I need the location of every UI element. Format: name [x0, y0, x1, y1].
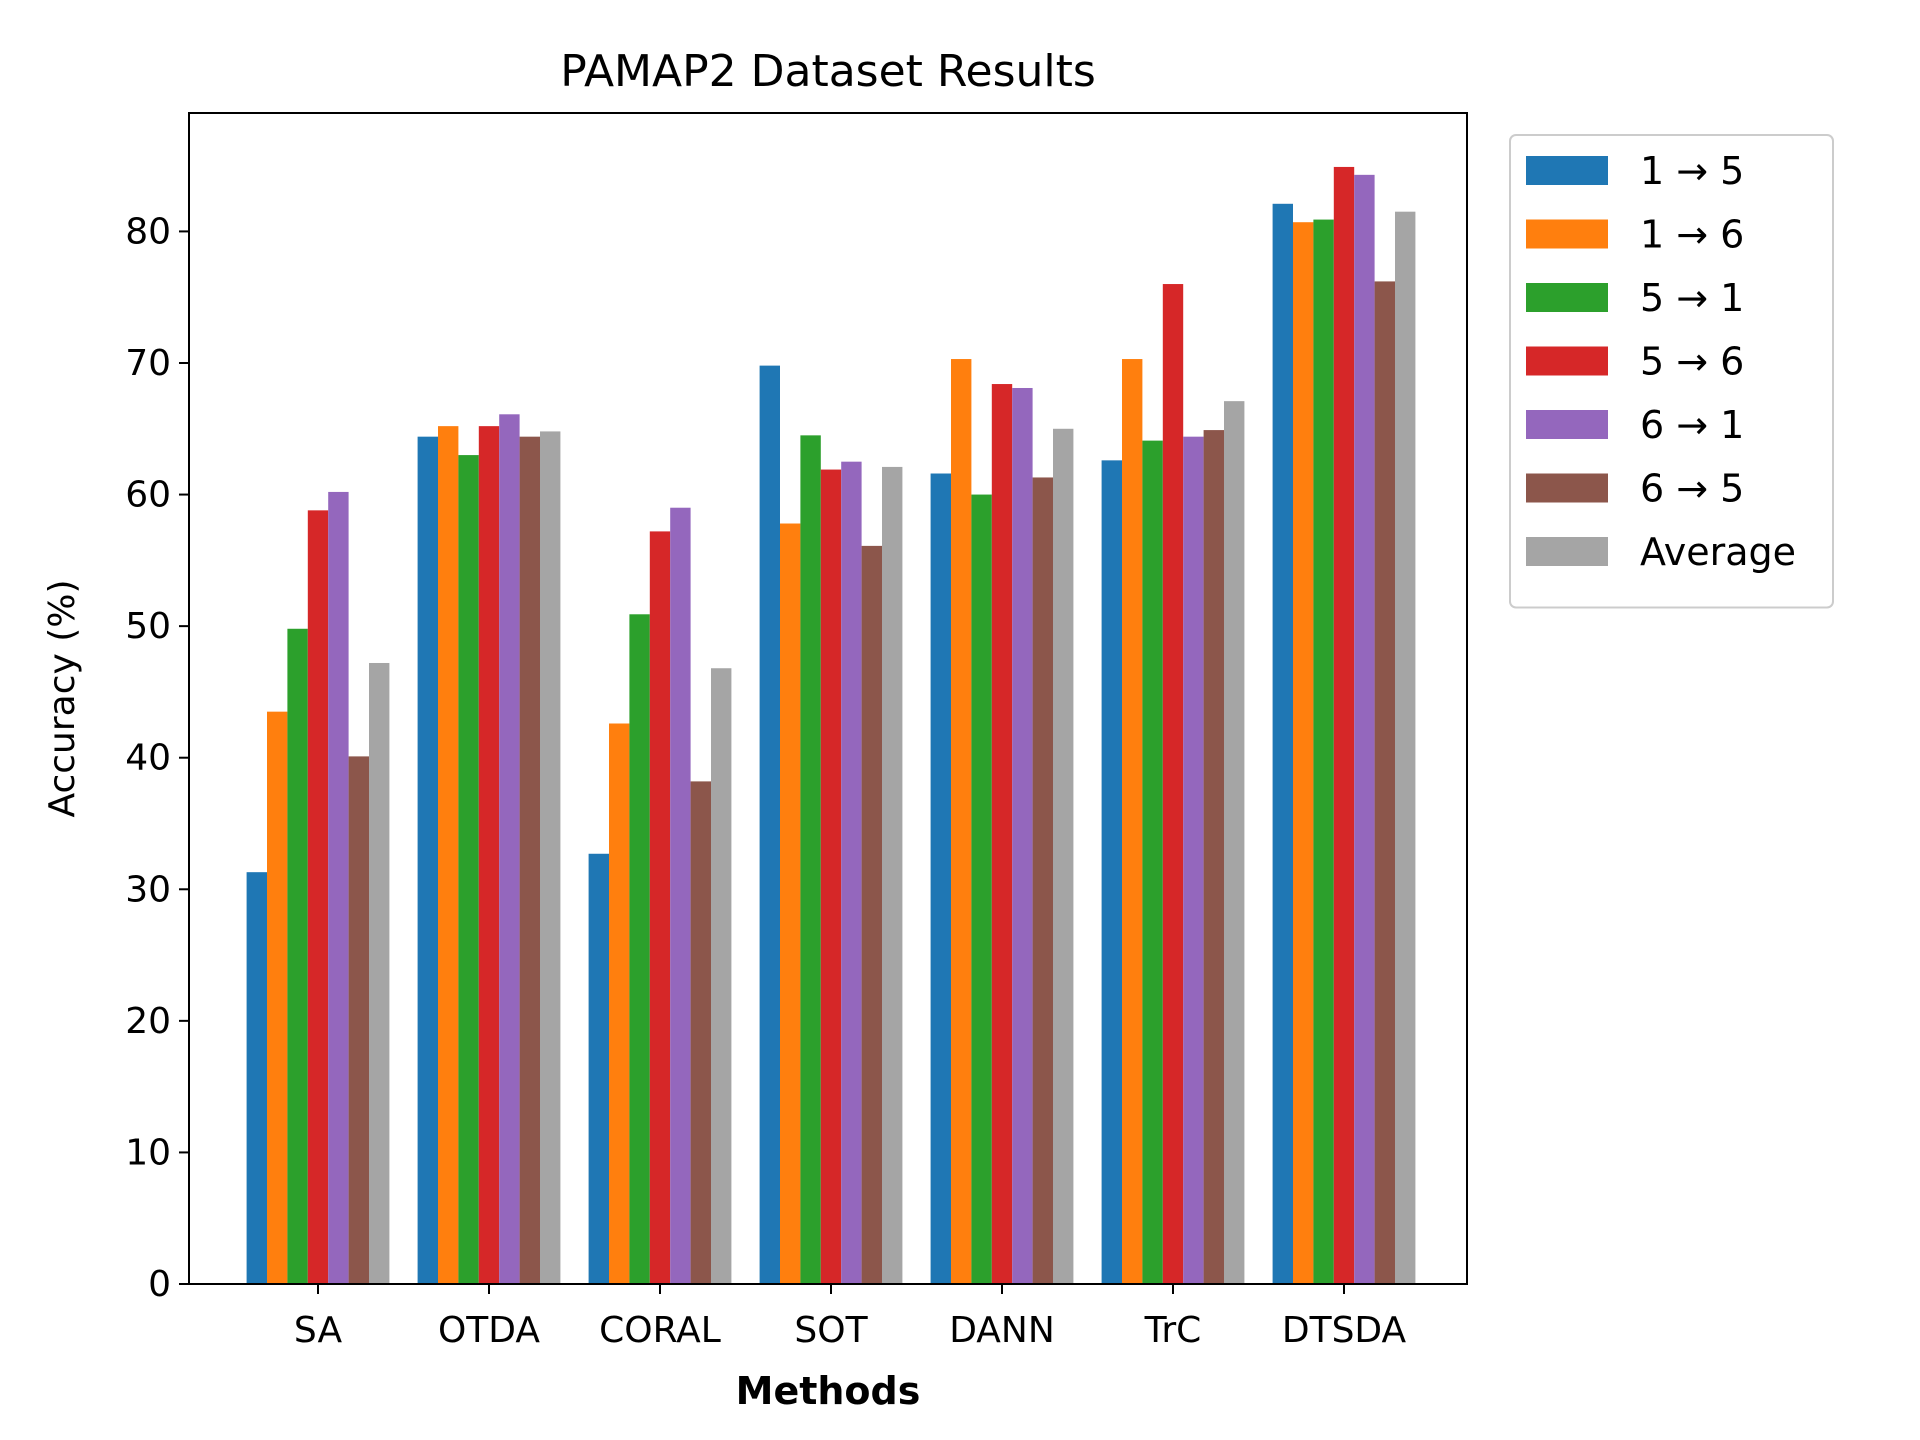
legend-swatch-5: [1526, 473, 1608, 503]
legend-swatch-3: [1526, 346, 1608, 376]
bar-dann-series-0: [930, 473, 951, 1284]
x-axis: SA OTDA CORAL SOT DANN TrC DTSDA: [294, 1284, 1407, 1351]
bar-trc-series-0: [1101, 460, 1122, 1285]
bar-sa-series-6: [369, 662, 390, 1284]
legend-label-4: 6 → 1: [1640, 403, 1744, 447]
x-tick-label-dann: DANN: [949, 1310, 1055, 1351]
y-tick-label: 0: [148, 1264, 171, 1305]
y-axis: 0 10 20 30 40 50 60 70 80: [125, 211, 189, 1305]
bar-dtsda-series-2: [1313, 219, 1334, 1284]
bar-otda-series-1: [438, 426, 459, 1284]
legend-swatch-4: [1526, 410, 1608, 439]
bar-dtsda-series-1: [1293, 222, 1314, 1285]
bar-sot-series-0: [759, 365, 780, 1284]
bar-dtsda-series-4: [1354, 174, 1375, 1285]
bar-coral-series-0: [588, 853, 609, 1284]
bar-sa-series-4: [328, 491, 349, 1284]
bar-sot-series-1: [780, 523, 801, 1284]
y-tick-label: 50: [125, 606, 171, 647]
legend-swatch-2: [1526, 283, 1608, 312]
legend-label-3: 5 → 6: [1640, 340, 1744, 384]
bar-dtsda-series-6: [1395, 211, 1416, 1285]
bar-sot-series-5: [861, 545, 882, 1284]
bar-coral-series-4: [670, 507, 691, 1285]
legend-swatch-0: [1526, 156, 1608, 185]
x-tick-label-dtsda: DTSDA: [1282, 1310, 1407, 1351]
bar-dann-series-4: [1012, 387, 1033, 1284]
bar-sot-series-4: [841, 461, 862, 1284]
legend-label-6: Average: [1640, 530, 1796, 574]
y-axis-label: Accuracy (%): [42, 579, 83, 817]
y-tick-label: 30: [125, 869, 171, 910]
legend-label-1: 1 → 6: [1640, 213, 1744, 257]
bar-dann-series-1: [951, 359, 972, 1284]
bar-dann-series-2: [971, 494, 992, 1284]
bar-sot-series-2: [800, 435, 821, 1285]
legend-label-5: 6 → 5: [1640, 467, 1744, 511]
bar-coral-series-2: [629, 614, 650, 1284]
bar-otda-series-6: [540, 431, 561, 1284]
y-tick-label: 40: [125, 738, 171, 779]
bar-sa-series-5: [348, 756, 369, 1284]
chart-title: PAMAP2 Dataset Results: [560, 46, 1096, 97]
x-tick-label-coral: CORAL: [599, 1310, 721, 1351]
bar-trc-series-5: [1203, 430, 1224, 1285]
bar-coral-series-3: [649, 531, 671, 1284]
bar-sa-series-3: [307, 510, 329, 1285]
bar-sa-series-0: [246, 872, 267, 1284]
bar-dann-series-5: [1032, 477, 1053, 1285]
legend-label-0: 1 → 5: [1640, 149, 1744, 193]
bar-trc-series-4: [1183, 436, 1204, 1284]
x-tick-label-sa: SA: [294, 1310, 343, 1351]
y-tick-label: 70: [125, 343, 171, 384]
plot-frame: [188, 112, 1468, 1285]
x-tick-label-otda: OTDA: [438, 1310, 540, 1351]
bar-dann-series-3: [991, 384, 1013, 1284]
bar-dtsda-series-0: [1272, 203, 1293, 1284]
x-tick-label-trc: TrC: [1144, 1310, 1202, 1351]
bar-otda-series-2: [458, 455, 479, 1285]
x-tick-label-sot: SOT: [794, 1310, 868, 1351]
legend: 1 → 5 1 → 6 5 → 1 5 → 6 6 → 1 6 → 5 Average: [1509, 134, 1834, 609]
bar-trc-series-2: [1142, 440, 1163, 1284]
bar-otda-series-0: [417, 436, 438, 1284]
bar-sot-series-6: [882, 466, 903, 1284]
bar-coral-series-6: [711, 668, 732, 1284]
legend-swatch-6: [1526, 537, 1608, 566]
y-tick-label: 10: [125, 1132, 171, 1173]
bars-layer: [246, 166, 1416, 1285]
bar-dtsda-series-3: [1333, 166, 1355, 1285]
bar-sa-series-1: [267, 711, 288, 1284]
bar-otda-series-3: [478, 426, 500, 1284]
bar-otda-series-5: [519, 436, 540, 1284]
legend-swatch-1: [1526, 219, 1608, 249]
bar-trc-series-6: [1224, 401, 1245, 1284]
bar-otda-series-4: [499, 414, 520, 1284]
bar-trc-series-1: [1122, 359, 1143, 1284]
bar-coral-series-1: [609, 723, 630, 1284]
bar-coral-series-5: [690, 781, 711, 1284]
bar-sot-series-3: [820, 469, 842, 1284]
y-tick-label: 60: [125, 475, 171, 516]
bar-trc-series-3: [1162, 284, 1184, 1284]
x-axis-label: Methods: [736, 1369, 921, 1413]
bar-dann-series-6: [1053, 428, 1074, 1284]
y-tick-label: 20: [125, 1001, 171, 1042]
bar-sa-series-2: [287, 628, 308, 1284]
bar-dtsda-series-5: [1374, 281, 1395, 1284]
legend-label-2: 5 → 1: [1640, 276, 1744, 320]
y-tick-label: 80: [125, 211, 171, 252]
